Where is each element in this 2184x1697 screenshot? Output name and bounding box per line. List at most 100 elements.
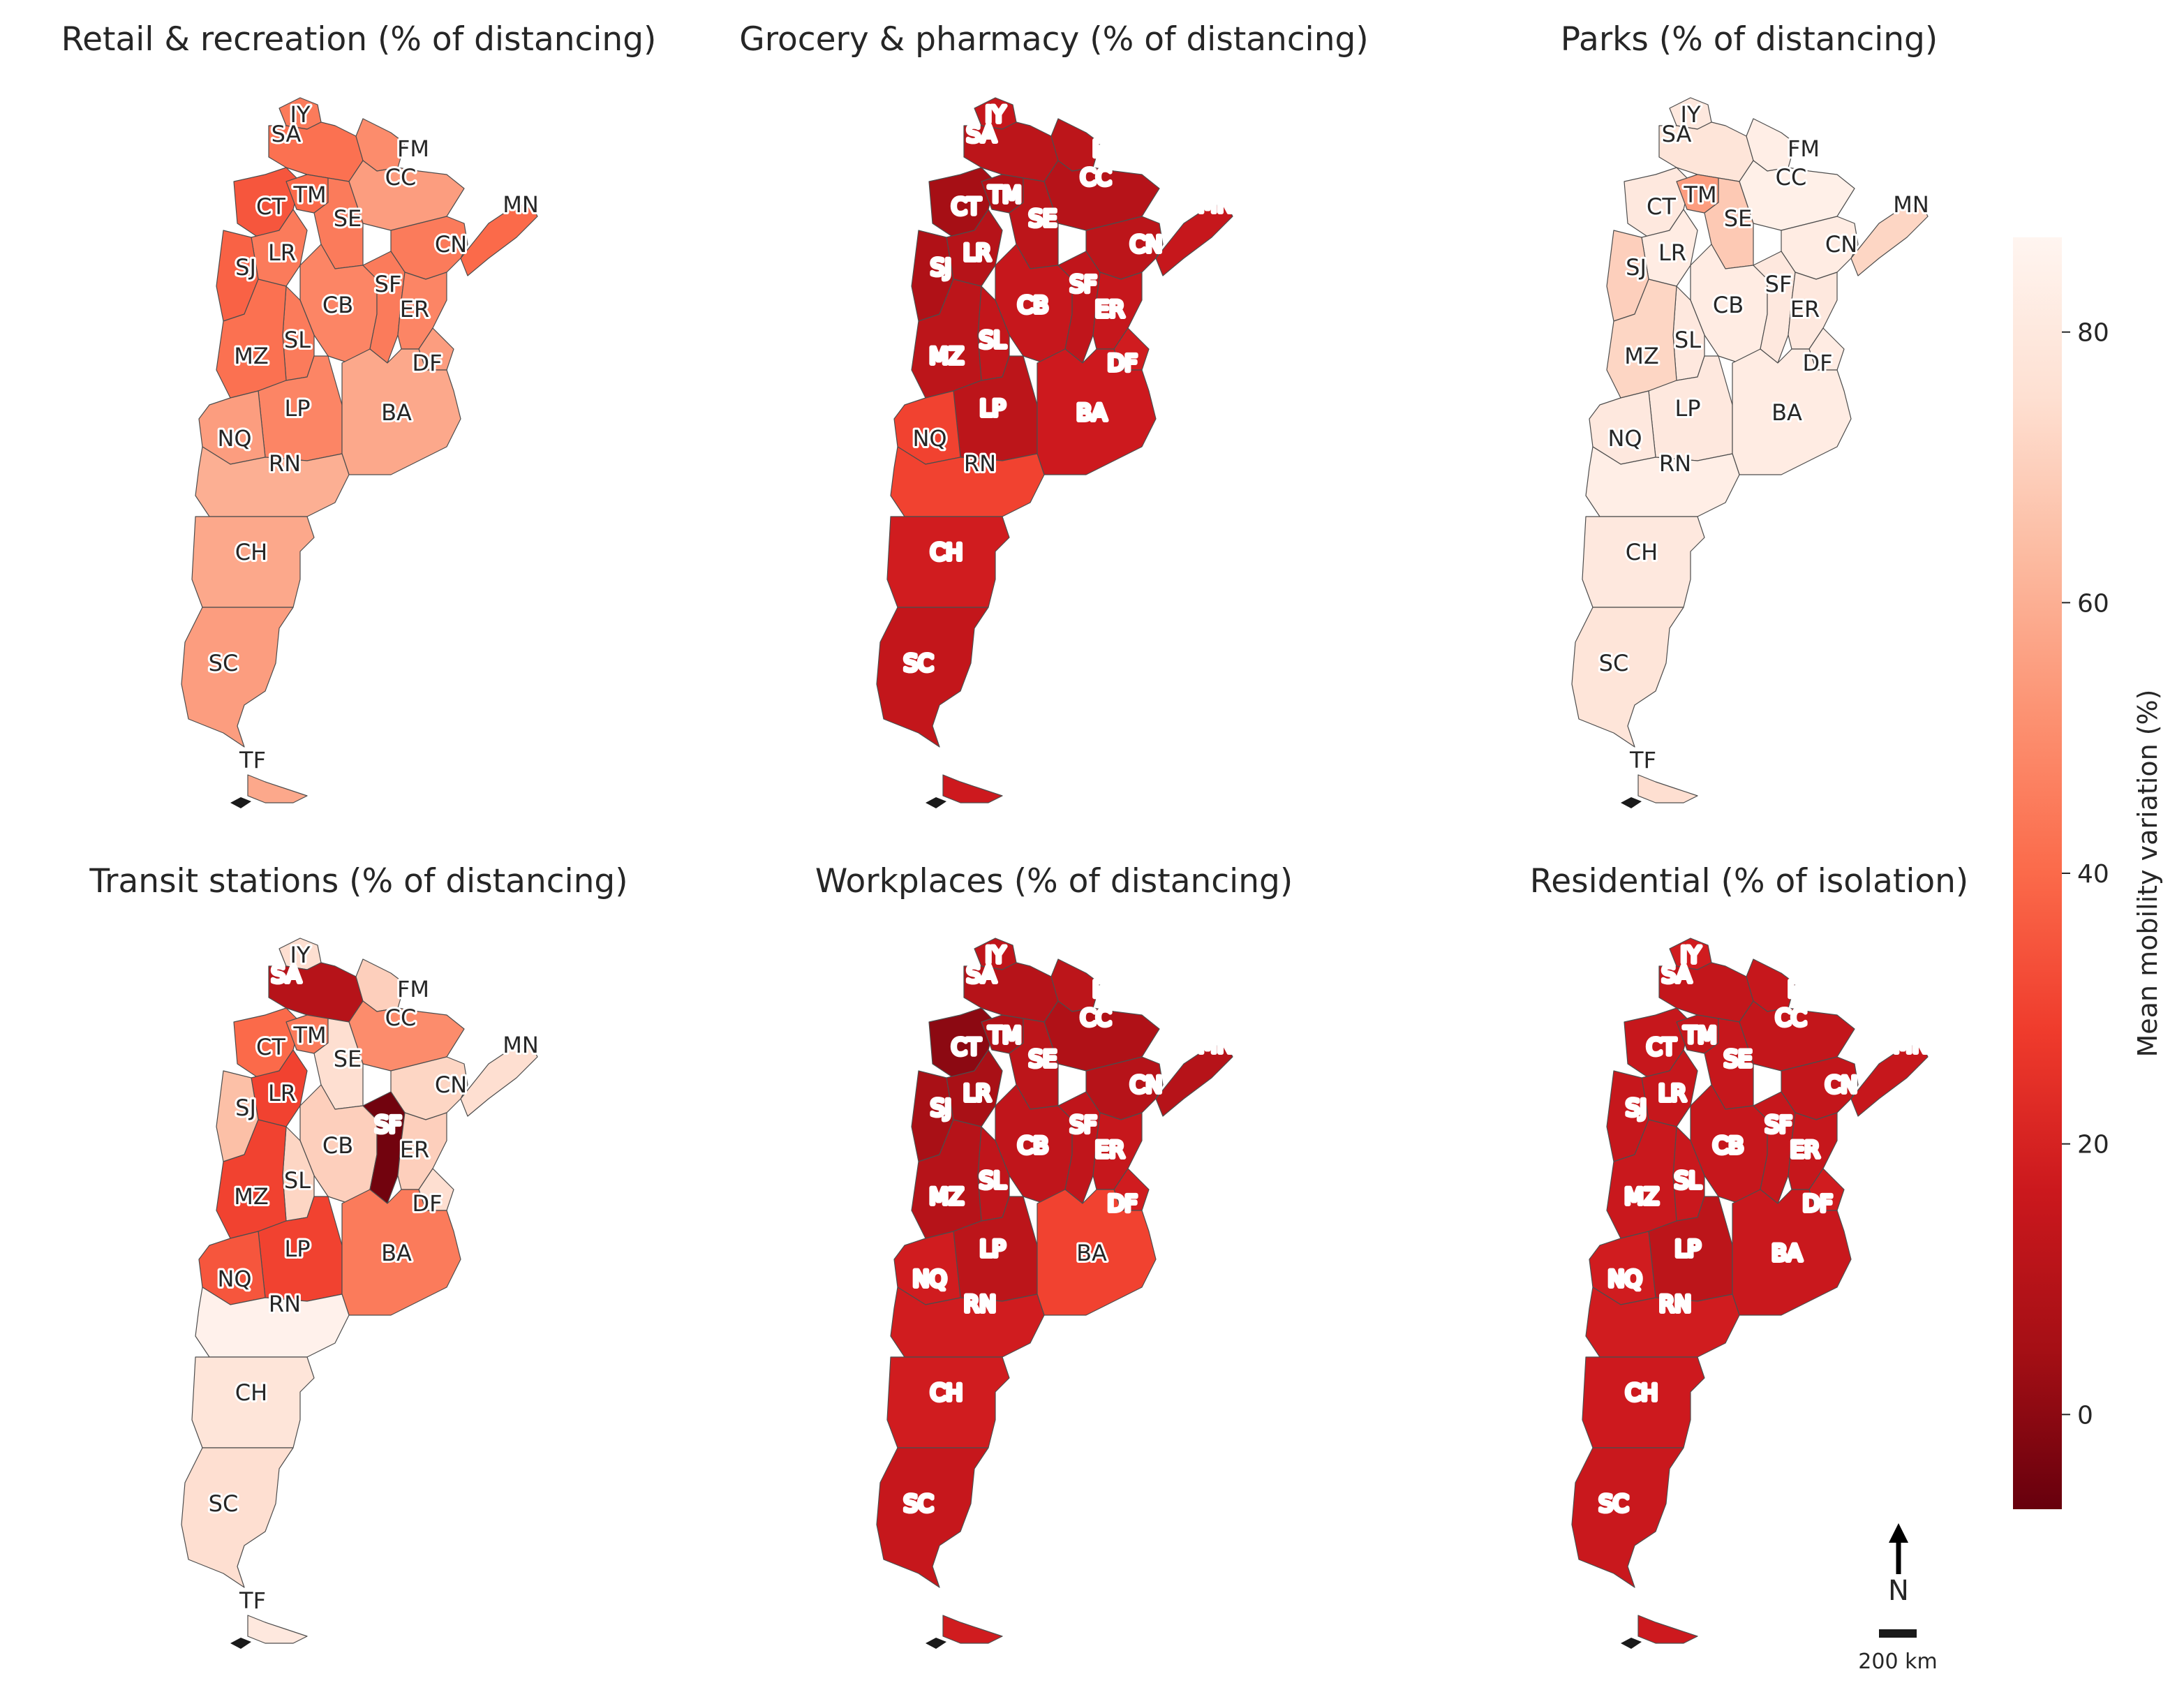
province-mn: [460, 1042, 538, 1117]
province-tf: [942, 1615, 1003, 1644]
province-rn: [1585, 1287, 1740, 1358]
province-tf: [1637, 774, 1698, 803]
region-label-tm: TM: [1683, 181, 1716, 208]
colorbar-tick-label: 20: [2077, 1131, 2109, 1159]
region-label-tm: TM: [292, 181, 326, 208]
province-sf: [1057, 251, 1101, 364]
region-label-sc: SC: [1599, 650, 1629, 676]
region-label-mn: MN: [1198, 1032, 1234, 1058]
province-mn: [1155, 1042, 1233, 1117]
region-label-se: SE: [1724, 1046, 1753, 1072]
region-label-sa: SA: [967, 121, 997, 147]
region-label-se: SE: [1724, 205, 1753, 232]
north-arrow-head-icon: [1889, 1523, 1908, 1543]
province-mz: [911, 1119, 982, 1239]
region-label-er: ER: [400, 296, 429, 323]
region-label-cb: CB: [1018, 292, 1048, 318]
region-label-cn: CN: [1130, 231, 1162, 258]
island-shape: [230, 1638, 251, 1649]
region-label-mz: MZ: [1624, 1183, 1659, 1210]
region-label-tm: TM: [988, 1022, 1021, 1048]
province-tf: [247, 774, 308, 803]
region-label-mz: MZ: [234, 1183, 269, 1210]
province-sf: [1753, 251, 1796, 364]
region-label-fm: FM: [1092, 976, 1124, 1002]
region-label-sj: SJ: [1626, 254, 1647, 281]
province-sc: [181, 1447, 294, 1588]
region-label-er: ER: [1095, 1136, 1124, 1163]
region-label-nq: NQ: [1607, 1266, 1642, 1292]
province-tf: [1637, 1615, 1698, 1644]
region-label-lp: LP: [1674, 1236, 1700, 1262]
north-arrow: N: [1888, 1523, 1909, 1607]
region-label-ba: BA: [1771, 399, 1802, 426]
province-ch: [191, 516, 315, 608]
province-sc: [1571, 607, 1684, 748]
region-label-tf: TF: [239, 1587, 266, 1614]
colorbar-ticks: 80 60 40 20 0: [2062, 319, 2109, 1430]
region-label-sf: SF: [1765, 271, 1792, 297]
region-label-fm: FM: [1788, 135, 1820, 162]
region-label-rn: RN: [964, 450, 996, 477]
region-label-ct: CT: [951, 1034, 981, 1060]
region-label-sj: SJ: [930, 254, 951, 281]
region-label-rn: RN: [1659, 450, 1691, 477]
region-label-cc: CC: [1080, 1005, 1112, 1031]
island-shape: [1621, 1638, 1642, 1649]
scale-bar: 200 km: [1858, 1629, 1938, 1674]
region-label-lr: LR: [1658, 239, 1686, 266]
region-label-sa: SA: [272, 961, 302, 988]
province-sc: [1571, 1447, 1684, 1588]
region-label-sc: SC: [904, 1490, 934, 1517]
region-label-sf: SF: [1070, 271, 1097, 297]
region-label-cc: CC: [1080, 164, 1112, 191]
region-label-ba: BA: [1076, 399, 1107, 426]
region-label-nq: NQ: [912, 1266, 946, 1292]
region-label-lr: LR: [268, 1080, 296, 1106]
province-rn: [890, 1287, 1045, 1358]
region-label-ba: BA: [381, 1240, 412, 1266]
region-label-ct: CT: [256, 193, 285, 220]
region-label-fm: FM: [1788, 976, 1820, 1002]
region-label-sl: SL: [1674, 1167, 1701, 1194]
region-label-cn: CN: [435, 1072, 467, 1098]
region-label-se: SE: [1029, 205, 1057, 232]
region-label-er: ER: [1790, 1136, 1820, 1163]
region-label-ch: CH: [235, 539, 267, 565]
region-label-sa: SA: [967, 961, 997, 988]
region-label-ba: BA: [1076, 1240, 1107, 1266]
region-label-er: ER: [400, 1136, 429, 1163]
region-label-ch: CH: [235, 1379, 267, 1406]
region-label-ch: CH: [930, 1379, 963, 1406]
province-sc: [876, 1447, 989, 1588]
region-label-iy: IY: [290, 942, 311, 968]
panel-title-parks: Parks (% of distancing): [1561, 20, 1938, 59]
colorbar: 80 60 40 20 0 Mean mobility variation (%): [2013, 237, 2163, 1509]
region-label-sc: SC: [904, 650, 934, 676]
region-label-sj: SJ: [1626, 1095, 1647, 1121]
region-label-sf: SF: [1070, 1111, 1097, 1138]
province-ch: [886, 516, 1010, 608]
region-label-df: DF: [412, 350, 442, 376]
region-label-sl: SL: [284, 1167, 311, 1194]
province-rn: [890, 446, 1045, 517]
region-label-mn: MN: [503, 191, 539, 218]
colorbar-label: Mean mobility variation (%): [2132, 689, 2163, 1057]
region-label-mn: MN: [1893, 191, 1929, 218]
region-label-nq: NQ: [217, 425, 251, 452]
panel-title-retail: Retail & recreation (% of distancing): [61, 20, 657, 59]
region-label-sa: SA: [272, 121, 302, 147]
island-shape: [926, 1638, 946, 1649]
colorbar-tick-label: 0: [2077, 1401, 2093, 1430]
region-label-rn: RN: [964, 1291, 996, 1317]
island-shape: [1621, 797, 1642, 808]
region-label-iy: IY: [986, 101, 1006, 128]
province-sf: [1753, 1091, 1796, 1204]
province-mn: [1155, 202, 1233, 276]
region-label-cc: CC: [385, 1005, 417, 1031]
region-label-tf: TF: [1629, 747, 1656, 773]
